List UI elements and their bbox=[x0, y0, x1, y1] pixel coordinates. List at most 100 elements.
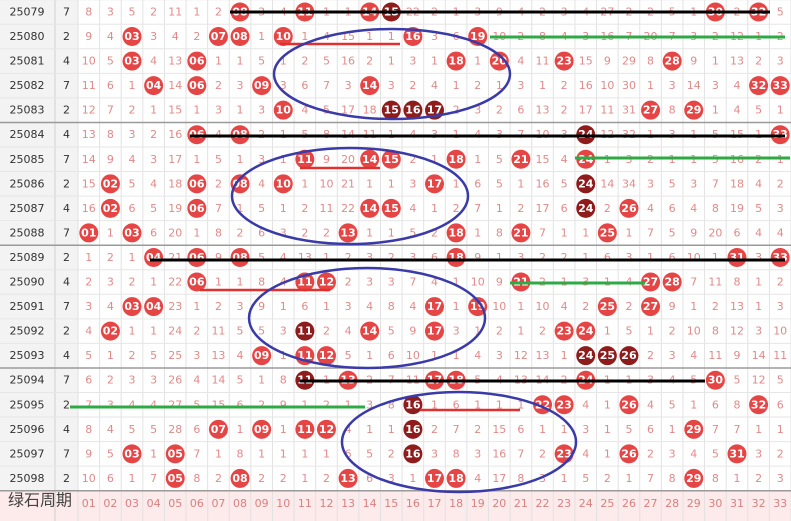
ball bbox=[187, 76, 207, 96]
miss-count: 15 bbox=[168, 104, 182, 117]
ball bbox=[165, 444, 185, 464]
miss-count: 3 bbox=[366, 276, 373, 289]
ball bbox=[684, 419, 704, 439]
miss-count: 1 bbox=[474, 226, 481, 239]
ball-number: 08 bbox=[232, 177, 247, 190]
ball bbox=[403, 27, 423, 47]
miss-count: 2 bbox=[193, 30, 200, 43]
ball bbox=[489, 51, 509, 71]
miss-count: 8 bbox=[669, 104, 676, 117]
ball bbox=[576, 321, 596, 341]
miss-count: 29 bbox=[622, 55, 636, 68]
miss-count: 3 bbox=[388, 472, 395, 485]
miss-count: 4 bbox=[258, 177, 265, 190]
ball-number: 08 bbox=[232, 251, 247, 264]
annotations bbox=[70, 10, 790, 494]
miss-count: 2 bbox=[539, 325, 546, 338]
issue: 25089 bbox=[10, 251, 45, 264]
miss-count: 2 bbox=[777, 177, 784, 190]
miss-count: 2 bbox=[345, 276, 352, 289]
miss-count: 1 bbox=[625, 472, 632, 485]
miss-count: 6 bbox=[388, 349, 395, 362]
ball bbox=[360, 321, 380, 341]
miss-count: 8 bbox=[647, 55, 654, 68]
miss-count: 8 bbox=[85, 423, 92, 436]
miss-count: 3 bbox=[777, 472, 784, 485]
miss-count: 4 bbox=[129, 153, 136, 166]
miss-count: 6 bbox=[453, 398, 460, 411]
column-header: 09 bbox=[255, 497, 269, 510]
miss-count: 2 bbox=[107, 374, 114, 387]
miss-count: 4 bbox=[733, 104, 740, 117]
miss-count: 1 bbox=[712, 55, 719, 68]
miss-count: 5 bbox=[193, 398, 200, 411]
miss-count: 2 bbox=[85, 276, 92, 289]
ball bbox=[338, 223, 358, 243]
miss-count: 3 bbox=[755, 251, 762, 264]
ball-number: 19 bbox=[470, 30, 485, 43]
blue-value: 4 bbox=[63, 55, 70, 68]
ball-number: 07 bbox=[211, 423, 226, 436]
column-header: 29 bbox=[687, 497, 701, 510]
miss-count: 5 bbox=[755, 104, 762, 117]
ball-number: 19 bbox=[470, 300, 485, 313]
ball-number: 14 bbox=[362, 153, 378, 166]
blue-value: 2 bbox=[63, 251, 70, 264]
miss-count: 1 bbox=[280, 202, 287, 215]
miss-count: 5 bbox=[561, 177, 568, 190]
miss-count: 1 bbox=[604, 325, 611, 338]
miss-count: 10 bbox=[600, 79, 614, 92]
ball-number: 02 bbox=[103, 202, 118, 215]
ball bbox=[619, 198, 639, 218]
miss-count: 4 bbox=[582, 398, 589, 411]
miss-count: 6 bbox=[517, 104, 524, 117]
miss-count: 7 bbox=[647, 472, 654, 485]
miss-count: 2 bbox=[388, 251, 395, 264]
ball-number: 06 bbox=[189, 251, 205, 264]
miss-count: 11 bbox=[168, 5, 182, 18]
ball-number: 15 bbox=[384, 104, 399, 117]
miss-count: 1 bbox=[690, 398, 697, 411]
miss-count: 7 bbox=[647, 226, 654, 239]
blue-value: 2 bbox=[63, 398, 70, 411]
miss-count: 2 bbox=[647, 447, 654, 460]
ball-number: 32 bbox=[751, 79, 766, 92]
miss-count: 5 bbox=[625, 423, 632, 436]
column-header: 28 bbox=[665, 497, 679, 510]
miss-count: 3 bbox=[755, 447, 762, 460]
miss-count: 2 bbox=[388, 447, 395, 460]
miss-count: 1 bbox=[755, 276, 762, 289]
miss-count: 2 bbox=[777, 447, 784, 460]
ball-number: 06 bbox=[189, 79, 205, 92]
miss-count: 1 bbox=[215, 447, 222, 460]
miss-count: 1 bbox=[366, 177, 373, 190]
miss-count: 7 bbox=[474, 202, 481, 215]
miss-count: 2 bbox=[669, 325, 676, 338]
ball-number: 23 bbox=[556, 447, 571, 460]
miss-count: 1 bbox=[453, 177, 460, 190]
miss-count: 7 bbox=[712, 177, 719, 190]
column-header: 10 bbox=[276, 497, 290, 510]
miss-count: 1 bbox=[517, 325, 524, 338]
miss-count: 1 bbox=[237, 104, 244, 117]
column-header: 13 bbox=[341, 497, 355, 510]
ball bbox=[662, 51, 682, 71]
ball bbox=[425, 174, 444, 194]
miss-count: 4 bbox=[345, 423, 352, 436]
miss-count: 3 bbox=[193, 349, 200, 362]
miss-count: 1 bbox=[366, 349, 373, 362]
miss-count: 1 bbox=[280, 55, 287, 68]
blue-ellipse bbox=[340, 390, 578, 494]
miss-count: 1 bbox=[561, 472, 568, 485]
miss-count: 3 bbox=[517, 79, 524, 92]
miss-count: 1 bbox=[388, 423, 395, 436]
column-header: 01 bbox=[82, 497, 96, 510]
miss-count: 4 bbox=[107, 423, 114, 436]
issue: 25094 bbox=[10, 374, 45, 387]
ball-number: 02 bbox=[103, 177, 118, 190]
miss-count: 12 bbox=[752, 374, 766, 387]
miss-count: 1 bbox=[647, 325, 654, 338]
ball-number: 21 bbox=[513, 153, 528, 166]
miss-count: 10 bbox=[687, 325, 701, 338]
